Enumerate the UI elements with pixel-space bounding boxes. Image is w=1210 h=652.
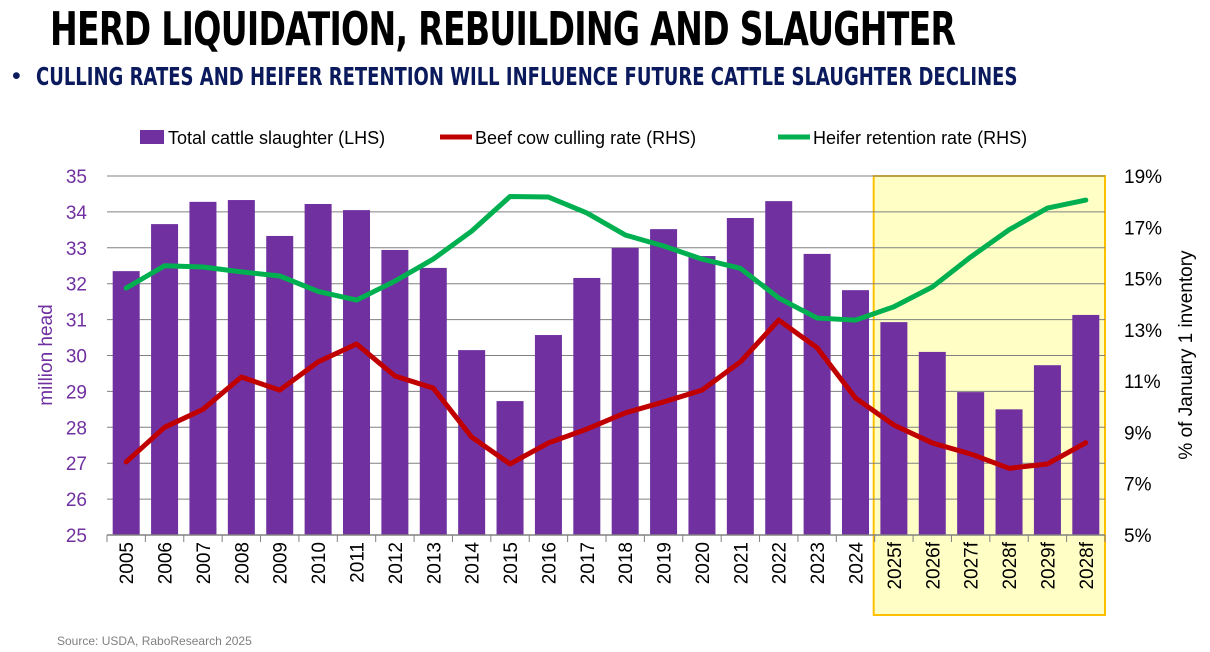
series-line <box>123 317 1089 471</box>
x-tick-label: 2009 <box>271 542 292 584</box>
legend-swatch <box>140 130 164 144</box>
x-tick-label: 2011 <box>348 542 369 583</box>
y-tick-label: 31 <box>66 311 87 332</box>
x-tick-label: 2024 <box>847 542 868 585</box>
bar <box>189 201 217 535</box>
bullet: • <box>12 62 21 90</box>
x-tick-label: 2029f <box>1038 541 1059 589</box>
bar <box>650 229 678 535</box>
y2-tick-label: 11% <box>1124 372 1161 393</box>
bar <box>765 201 793 535</box>
bar <box>227 200 255 536</box>
bar <box>803 253 831 535</box>
x-tick-label: 2023 <box>808 542 829 584</box>
bar <box>573 277 601 535</box>
x-tick-label: 2015 <box>501 542 522 584</box>
y2-tick-label: 9% <box>1124 423 1152 444</box>
x-tick-label: 2027f <box>962 541 983 589</box>
x-tick-label: 2019 <box>655 542 676 584</box>
x-tick-label: 2017 <box>578 542 599 584</box>
y2-tick-label: 13% <box>1124 321 1162 342</box>
y-tick-label: 32 <box>66 275 87 296</box>
bar <box>688 256 716 535</box>
y2-axis-title: % of January 1 inventory <box>1176 250 1197 460</box>
source-note: Source: USDA, RaboResearch 2025 <box>57 634 252 648</box>
legend-label: Total cattle slaughter (LHS) <box>168 128 385 148</box>
y2-tick-label: 5% <box>1124 526 1152 547</box>
x-tick-label: 2005 <box>117 542 138 584</box>
y-tick-label: 25 <box>66 526 87 547</box>
y2-tick-label: 19% <box>1124 167 1162 188</box>
bar <box>1033 365 1061 535</box>
x-tick-label: 2006 <box>156 542 177 584</box>
y-tick-label: 34 <box>66 203 88 224</box>
x-tick-label: 2007 <box>194 542 215 584</box>
bar <box>611 247 639 536</box>
y-tick-label: 33 <box>66 239 87 260</box>
x-tick-label: 2010 <box>309 542 330 584</box>
y2-tick-label: 17% <box>1124 218 1162 239</box>
y-tick-label: 30 <box>66 347 87 368</box>
x-tick-label: 2022 <box>770 542 791 584</box>
bar <box>1072 314 1100 535</box>
x-tick-label: 2028f <box>1000 541 1021 589</box>
x-tick-label: 2028f <box>1077 541 1098 589</box>
y-tick-label: 27 <box>66 454 87 475</box>
x-tick-label: 2013 <box>424 542 445 584</box>
x-tick-label: 2012 <box>386 542 407 584</box>
x-tick-label: 2014 <box>463 542 484 585</box>
bar <box>842 290 869 535</box>
bar <box>496 401 524 535</box>
legend-label: Beef cow culling rate (RHS) <box>475 128 696 148</box>
page-title: HERD LIQUIDATION, REBUILDING AND SLAUGHT… <box>50 2 956 56</box>
series-line <box>123 194 1089 323</box>
y-tick-label: 26 <box>66 490 87 511</box>
x-tick-label: 2016 <box>539 542 560 584</box>
bar <box>995 409 1023 535</box>
x-tick-label: 2020 <box>693 542 714 584</box>
legend-label: Heifer retention rate (RHS) <box>813 128 1027 148</box>
y-axis-title: million head <box>36 304 57 405</box>
x-tick-label: 2021 <box>731 542 752 584</box>
bar <box>957 392 985 535</box>
x-tick-label: 2018 <box>616 542 637 584</box>
x-tick-label: 2025f <box>885 541 906 589</box>
bar <box>381 249 409 536</box>
y-tick-label: 29 <box>66 382 87 403</box>
y-tick-label: 28 <box>66 418 87 439</box>
x-tick-label: 2008 <box>232 542 253 584</box>
y-tick-label: 35 <box>66 167 87 188</box>
bar <box>151 224 179 535</box>
bar <box>112 271 140 535</box>
bar <box>534 335 562 535</box>
y2-tick-label: 15% <box>1124 270 1162 291</box>
y2-tick-label: 7% <box>1124 475 1152 496</box>
subtitle: CULLING RATES AND HEIFER RETENTION WILL … <box>36 62 1018 91</box>
x-tick-label: 2026f <box>923 541 944 589</box>
bar <box>343 210 370 536</box>
